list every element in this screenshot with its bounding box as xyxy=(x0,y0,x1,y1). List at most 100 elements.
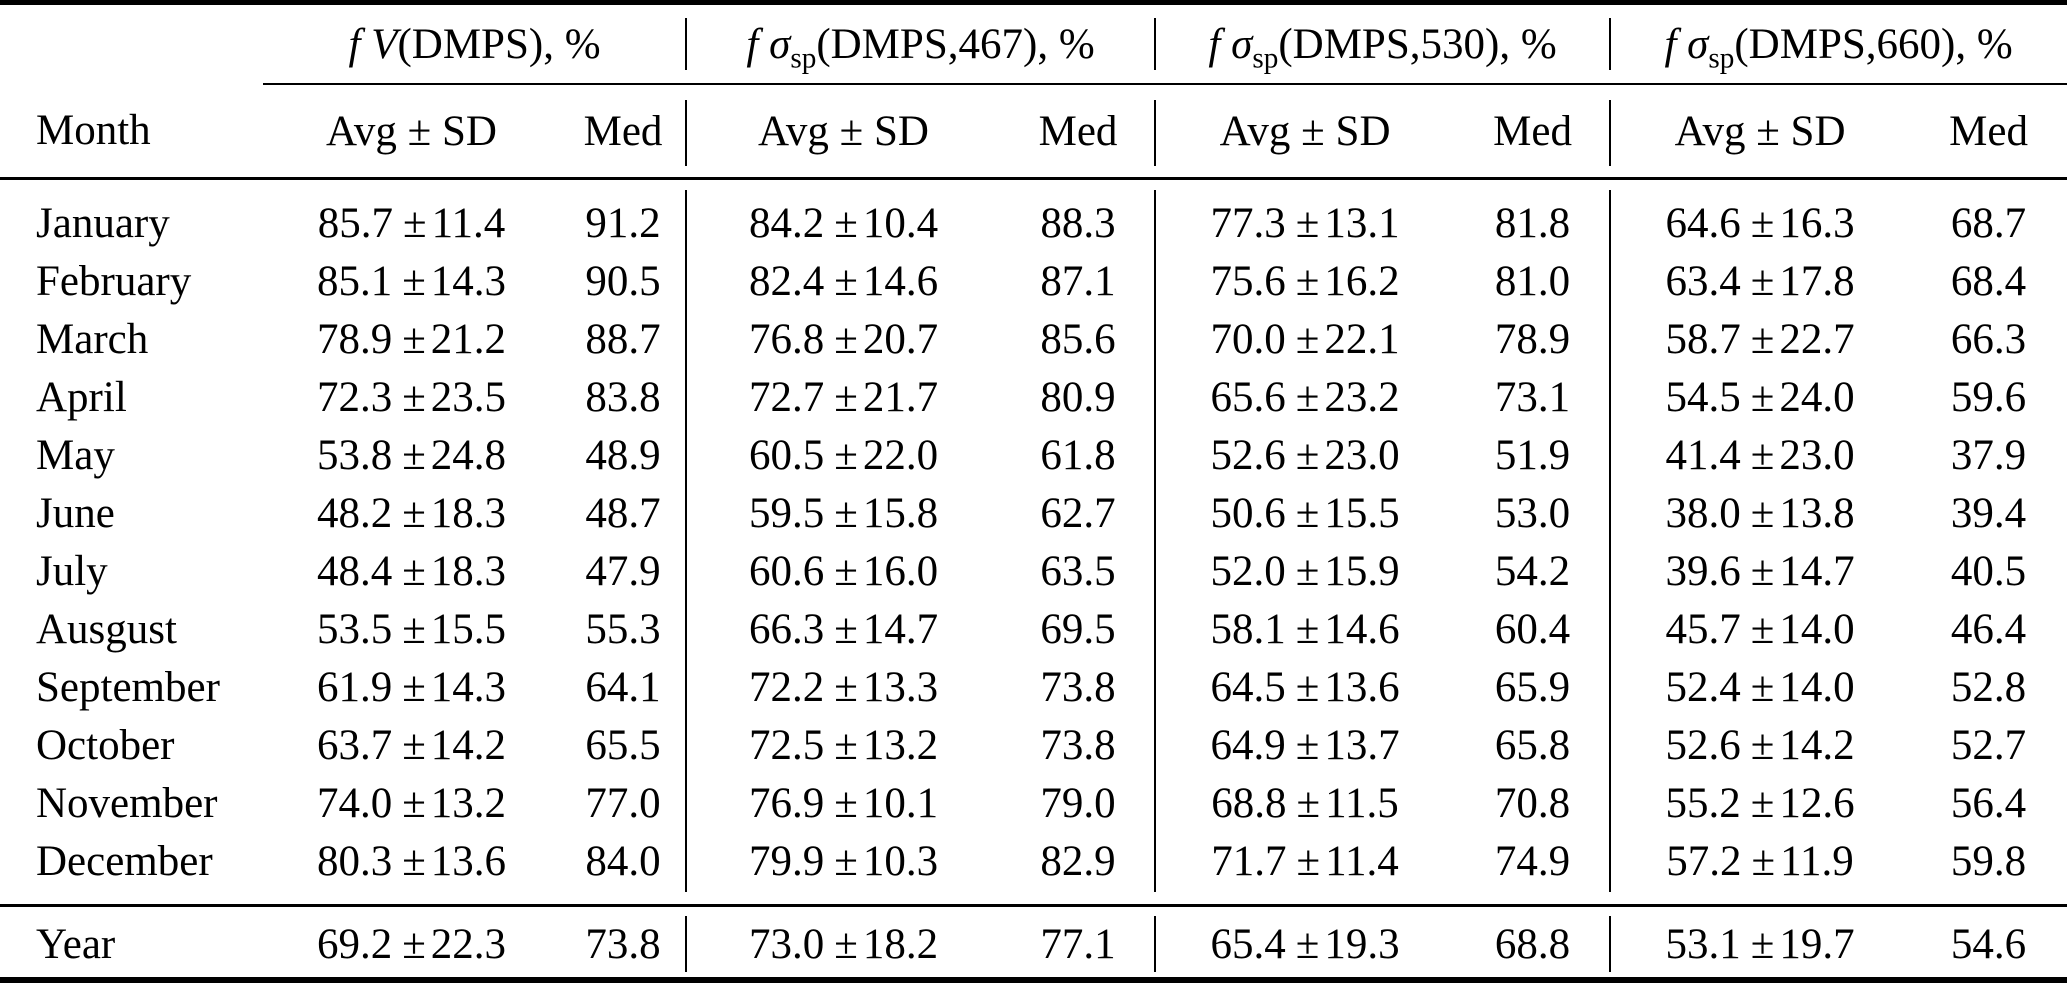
plus-minus-sign: ± xyxy=(1295,663,1320,711)
avg-sd-cell: 48.2 ±18.3 xyxy=(263,484,560,542)
med-column-header: Med xyxy=(1455,84,1611,180)
avg-sd-cell: 48.4 ±18.3 xyxy=(263,542,560,600)
avg-value: 52.4 xyxy=(1665,663,1741,711)
med-cell: 65.5 xyxy=(560,716,686,774)
avg-value: 52.6 xyxy=(1210,431,1286,479)
avg-value: 52.6 xyxy=(1665,721,1741,769)
avg-value: 65.4 xyxy=(1210,920,1286,968)
avg-sd-cell: 63.7 ±14.2 xyxy=(263,716,560,774)
avg-sd-cell: 85.7 ±11.4 xyxy=(263,179,560,253)
plus-minus-sign: ± xyxy=(1750,547,1775,595)
plus-minus-sign: ± xyxy=(1750,315,1775,363)
avg-sd-cell: 63.4 ±17.8 xyxy=(1609,252,1910,310)
avg-sd-cell: 72.7 ±21.7 xyxy=(685,368,1001,426)
plus-minus-sign: ± xyxy=(402,663,426,711)
avg-value: 60.6 xyxy=(748,547,825,595)
plus-minus-sign: ± xyxy=(834,199,858,247)
table-row: December 80.3 ±13.6 84.0 79.9 ±10.3 82.9 71.7 ±1… xyxy=(0,832,2067,906)
med-cell: 52.8 xyxy=(1910,658,2067,716)
med-value: 87.1 xyxy=(1040,257,1116,305)
month-cell: February xyxy=(36,257,192,305)
med-value: 65.9 xyxy=(1494,663,1571,711)
sd-value: 20.7 xyxy=(862,315,939,363)
med-value: 54.6 xyxy=(1950,920,2027,968)
sd-value: 14.0 xyxy=(1779,663,1855,711)
med-value: 78.9 xyxy=(1494,315,1571,363)
table-row: February 85.1 ±14.3 90.5 82.4 ±14.6 87.1 75.6 ±1… xyxy=(0,252,2067,310)
med-value: 55.3 xyxy=(585,605,661,653)
med-cell: 46.4 xyxy=(1910,600,2067,658)
med-value: 90.5 xyxy=(585,257,661,305)
plus-minus-sign: ± xyxy=(1750,920,1775,968)
avg-sd-cell: 64.9 ±13.7 xyxy=(1154,716,1455,774)
group-label-subscript: sp xyxy=(1252,42,1279,75)
sd-value: 23.2 xyxy=(1324,373,1400,421)
plus-minus-sign: ± xyxy=(402,837,426,885)
avg-value: 82.4 xyxy=(748,257,825,305)
group-header-fsigma-467: f σsp(DMPS,467), % xyxy=(685,5,1156,85)
avg-value: 55.2 xyxy=(1665,779,1741,827)
med-value: 73.8 xyxy=(1040,721,1116,769)
avg-sd-cell: 39.6 ±14.7 xyxy=(1609,542,1910,600)
med-cell: 56.4 xyxy=(1910,774,2067,832)
plus-minus-sign: ± xyxy=(834,547,858,595)
sd-value: 10.4 xyxy=(862,199,939,247)
med-value: 91.2 xyxy=(585,199,661,247)
avg-sd-cell: 68.8 ±11.5 xyxy=(1154,774,1455,832)
plus-minus-sign: ± xyxy=(402,547,426,595)
med-value: 53.0 xyxy=(1494,489,1571,537)
group-label-italic: f σ xyxy=(746,20,791,68)
plus-minus-sign: ± xyxy=(1750,605,1775,653)
group-label-rest: (DMPS,530), % xyxy=(1278,20,1557,68)
sd-value: 21.2 xyxy=(430,315,507,363)
med-cell: 52.7 xyxy=(1910,716,2067,774)
month-cell: October xyxy=(36,721,175,769)
med-value: 88.7 xyxy=(585,315,661,363)
plus-minus-sign: ± xyxy=(834,257,858,305)
med-value: 88.3 xyxy=(1040,199,1116,247)
avg-value: 69.2 xyxy=(316,920,393,968)
med-value: 68.4 xyxy=(1950,257,2027,305)
avg-sd-cell: 53.1 ±19.7 xyxy=(1609,904,1911,981)
plus-minus-sign: ± xyxy=(1750,199,1775,247)
med-cell: 85.6 xyxy=(1001,310,1155,368)
med-cell: 60.4 xyxy=(1455,600,1610,658)
month-cell: March xyxy=(36,315,149,363)
avg-value: 59.5 xyxy=(748,489,825,537)
avg-sd-cell: 71.7 ±11.4 xyxy=(1154,832,1455,906)
avg-sd-column-header: Avg ± SD xyxy=(263,84,560,180)
avg-sd-cell: 75.6 ±16.2 xyxy=(1154,252,1455,310)
avg-value: 53.1 xyxy=(1665,920,1741,968)
med-value: 82.9 xyxy=(1040,837,1116,885)
med-value: 61.8 xyxy=(1040,431,1116,479)
med-cell: 51.9 xyxy=(1455,426,1610,484)
avg-value: 68.8 xyxy=(1211,779,1287,827)
med-value: 70.8 xyxy=(1494,779,1571,827)
avg-sd-column-header: Avg ± SD xyxy=(1154,84,1456,180)
avg-value: 75.6 xyxy=(1210,257,1286,305)
med-value: 84.0 xyxy=(585,837,661,885)
avg-value: 85.1 xyxy=(316,257,393,305)
med-cell: 84.0 xyxy=(560,832,686,906)
avg-value: 77.3 xyxy=(1210,199,1286,247)
plus-minus-sign: ± xyxy=(1295,431,1320,479)
med-value: 60.4 xyxy=(1494,605,1571,653)
sd-value: 13.6 xyxy=(1324,663,1400,711)
sd-value: 13.7 xyxy=(1324,721,1400,769)
plus-minus-sign: ± xyxy=(834,431,858,479)
avg-value: 70.0 xyxy=(1210,315,1286,363)
group-header-row: f V(DMPS), % f σsp(DMPS,467), % f σsp(DM… xyxy=(0,5,2067,85)
sd-value: 18.2 xyxy=(862,920,939,968)
plus-minus-sign: ± xyxy=(1295,373,1320,421)
med-value: 48.9 xyxy=(585,431,661,479)
med-value: 81.0 xyxy=(1494,257,1571,305)
med-cell: 82.9 xyxy=(1001,832,1155,906)
sd-value: 13.2 xyxy=(862,721,939,769)
avg-value: 80.3 xyxy=(316,837,393,885)
med-cell: 91.2 xyxy=(560,179,686,253)
avg-sd-cell: 65.6 ±23.2 xyxy=(1154,368,1455,426)
med-value: 73.8 xyxy=(585,920,661,968)
avg-value: 57.2 xyxy=(1666,837,1742,885)
avg-sd-cell: 52.0 ±15.9 xyxy=(1154,542,1455,600)
med-cell: 65.8 xyxy=(1455,716,1610,774)
